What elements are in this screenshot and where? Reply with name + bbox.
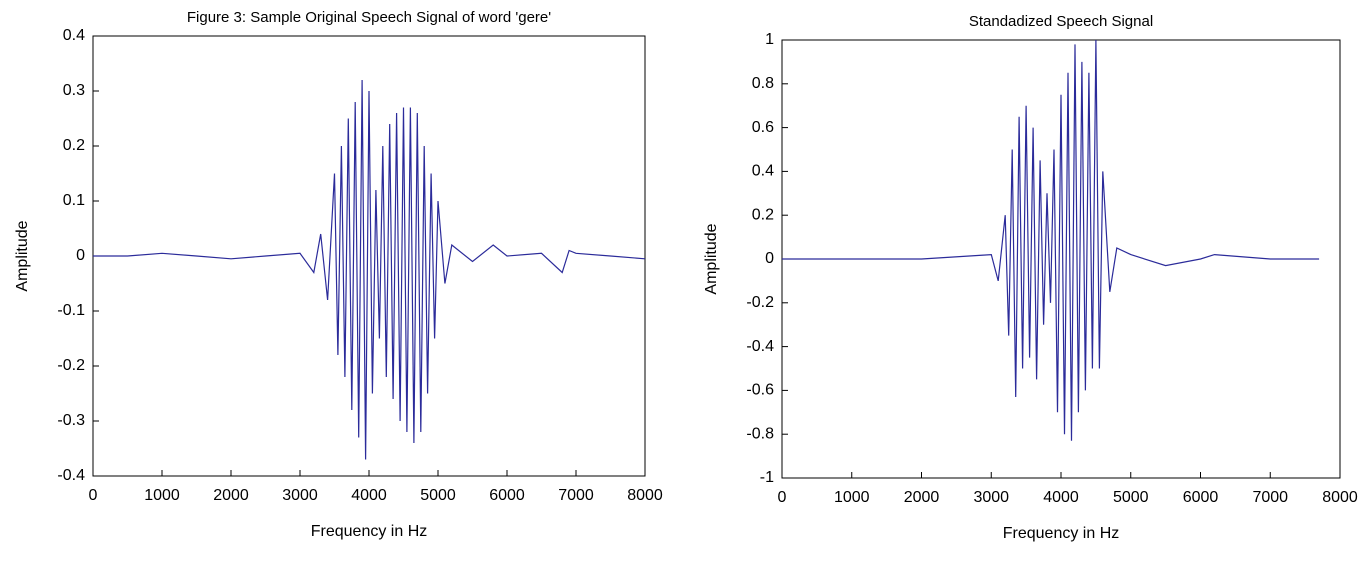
y-tick-label: -0.8 [746, 425, 774, 442]
chart-title: Standadized Speech Signal [969, 13, 1153, 30]
y-tick-label: -0.2 [746, 294, 774, 311]
x-tick-label: 6000 [1183, 489, 1219, 506]
x-tick-label: 7000 [558, 487, 594, 504]
x-tick-label: 2000 [904, 489, 940, 506]
y-tick-label: 0.3 [63, 82, 85, 99]
y-tick-label: -0.3 [57, 412, 85, 429]
x-tick-label: 5000 [1113, 489, 1149, 506]
signal-line [782, 39, 1320, 441]
y-tick-label: -0.4 [746, 338, 774, 355]
x-axis-label: Frequency in Hz [311, 523, 428, 540]
y-tick-label: 0.2 [752, 206, 774, 223]
y-tick-label: 0.4 [752, 163, 774, 180]
x-tick-label: 4000 [351, 487, 387, 504]
x-tick-label: 1000 [834, 489, 870, 506]
y-tick-label: 0 [765, 250, 774, 267]
plot: Standadized Speech Signal Frequency in Hz… [703, 13, 1358, 542]
y-tick-label: 1 [765, 31, 774, 48]
y-tick-label: 0.1 [63, 192, 85, 209]
x-tick-label: 0 [778, 489, 787, 506]
x-tick-label: 4000 [1043, 489, 1079, 506]
x-tick-label: 7000 [1252, 489, 1288, 506]
y-tick-label: -0.4 [57, 467, 85, 484]
y-tick-label: 0 [76, 247, 85, 264]
x-axis-label: Frequency in Hz [1003, 525, 1120, 542]
x-tick-label: 3000 [973, 489, 1009, 506]
y-axis-label: Amplitude [703, 223, 720, 294]
y-tick-label: -0.2 [57, 357, 85, 374]
x-tick-label: 8000 [1322, 489, 1358, 506]
y-tick-label: -0.1 [57, 302, 85, 319]
x-tick-label: 8000 [627, 487, 663, 504]
x-tick-label: 2000 [213, 487, 249, 504]
x-tick-label: 0 [89, 487, 98, 504]
y-tick-label: 0.4 [63, 27, 85, 44]
x-tick-label: 5000 [420, 487, 456, 504]
chart-title: Figure 3: Sample Original Speech Signal … [187, 9, 551, 26]
signal-line [93, 79, 646, 460]
plot: Figure 3: Sample Original Speech Signal … [14, 9, 663, 540]
y-tick-label: -0.6 [746, 382, 774, 399]
y-tick-label: 0.6 [752, 119, 774, 136]
x-tick-label: 3000 [282, 487, 318, 504]
y-axis-label: Amplitude [14, 220, 31, 291]
x-tick-label: 1000 [144, 487, 180, 504]
y-tick-label: 0.2 [63, 137, 85, 154]
y-tick-label: 0.8 [752, 75, 774, 92]
x-tick-label: 6000 [489, 487, 525, 504]
y-tick-label: -1 [760, 469, 774, 486]
